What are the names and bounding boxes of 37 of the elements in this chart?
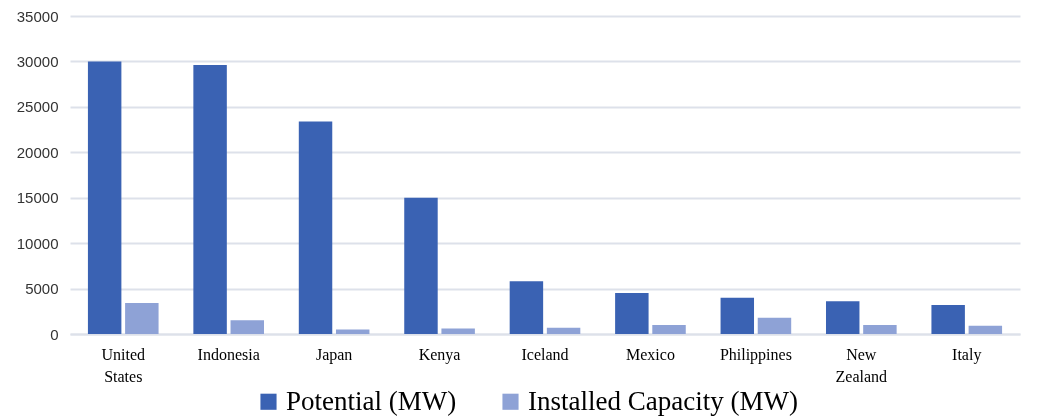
x-tick-label: Italy (952, 345, 982, 364)
x-tick-label: Philippines (719, 345, 792, 364)
x-tick-label: Japan (315, 345, 353, 364)
x-tick-label: Iceland (521, 345, 569, 363)
x-tick-label: Mexico (626, 345, 675, 363)
legend-label: Installed Capacity (MW) (528, 385, 798, 416)
y-tick-label: 15000 (16, 189, 59, 207)
y-tick-label: 20000 (16, 143, 59, 161)
bar (404, 197, 438, 334)
y-tick-label: 5000 (25, 280, 59, 298)
bar (546, 327, 581, 334)
x-tick-label: New Zealand (835, 345, 888, 385)
bar (720, 297, 755, 334)
bar (825, 301, 860, 334)
y-tick-label: 25000 (16, 98, 59, 116)
bar (757, 317, 792, 334)
bar (335, 329, 370, 334)
bar (125, 303, 159, 334)
bar (968, 325, 1003, 334)
y-tick-label: 10000 (16, 234, 59, 252)
x-tick-label: Kenya (418, 345, 461, 364)
bar (298, 121, 333, 334)
y-tick-label: 30000 (16, 52, 59, 70)
bar (193, 65, 227, 334)
legend-label: Potential (MW) (286, 385, 457, 416)
bar (615, 293, 649, 334)
x-tick-label: United States (101, 345, 146, 385)
y-tick-label: 0 (50, 325, 59, 343)
y-tick-label: 35000 (16, 7, 59, 25)
bar (509, 281, 544, 334)
bar (863, 324, 897, 334)
bar (652, 324, 686, 334)
bar (931, 304, 965, 334)
x-tick-label: Indonesia (197, 345, 260, 363)
bar (230, 320, 265, 334)
bar (441, 328, 475, 334)
bar (87, 61, 122, 334)
